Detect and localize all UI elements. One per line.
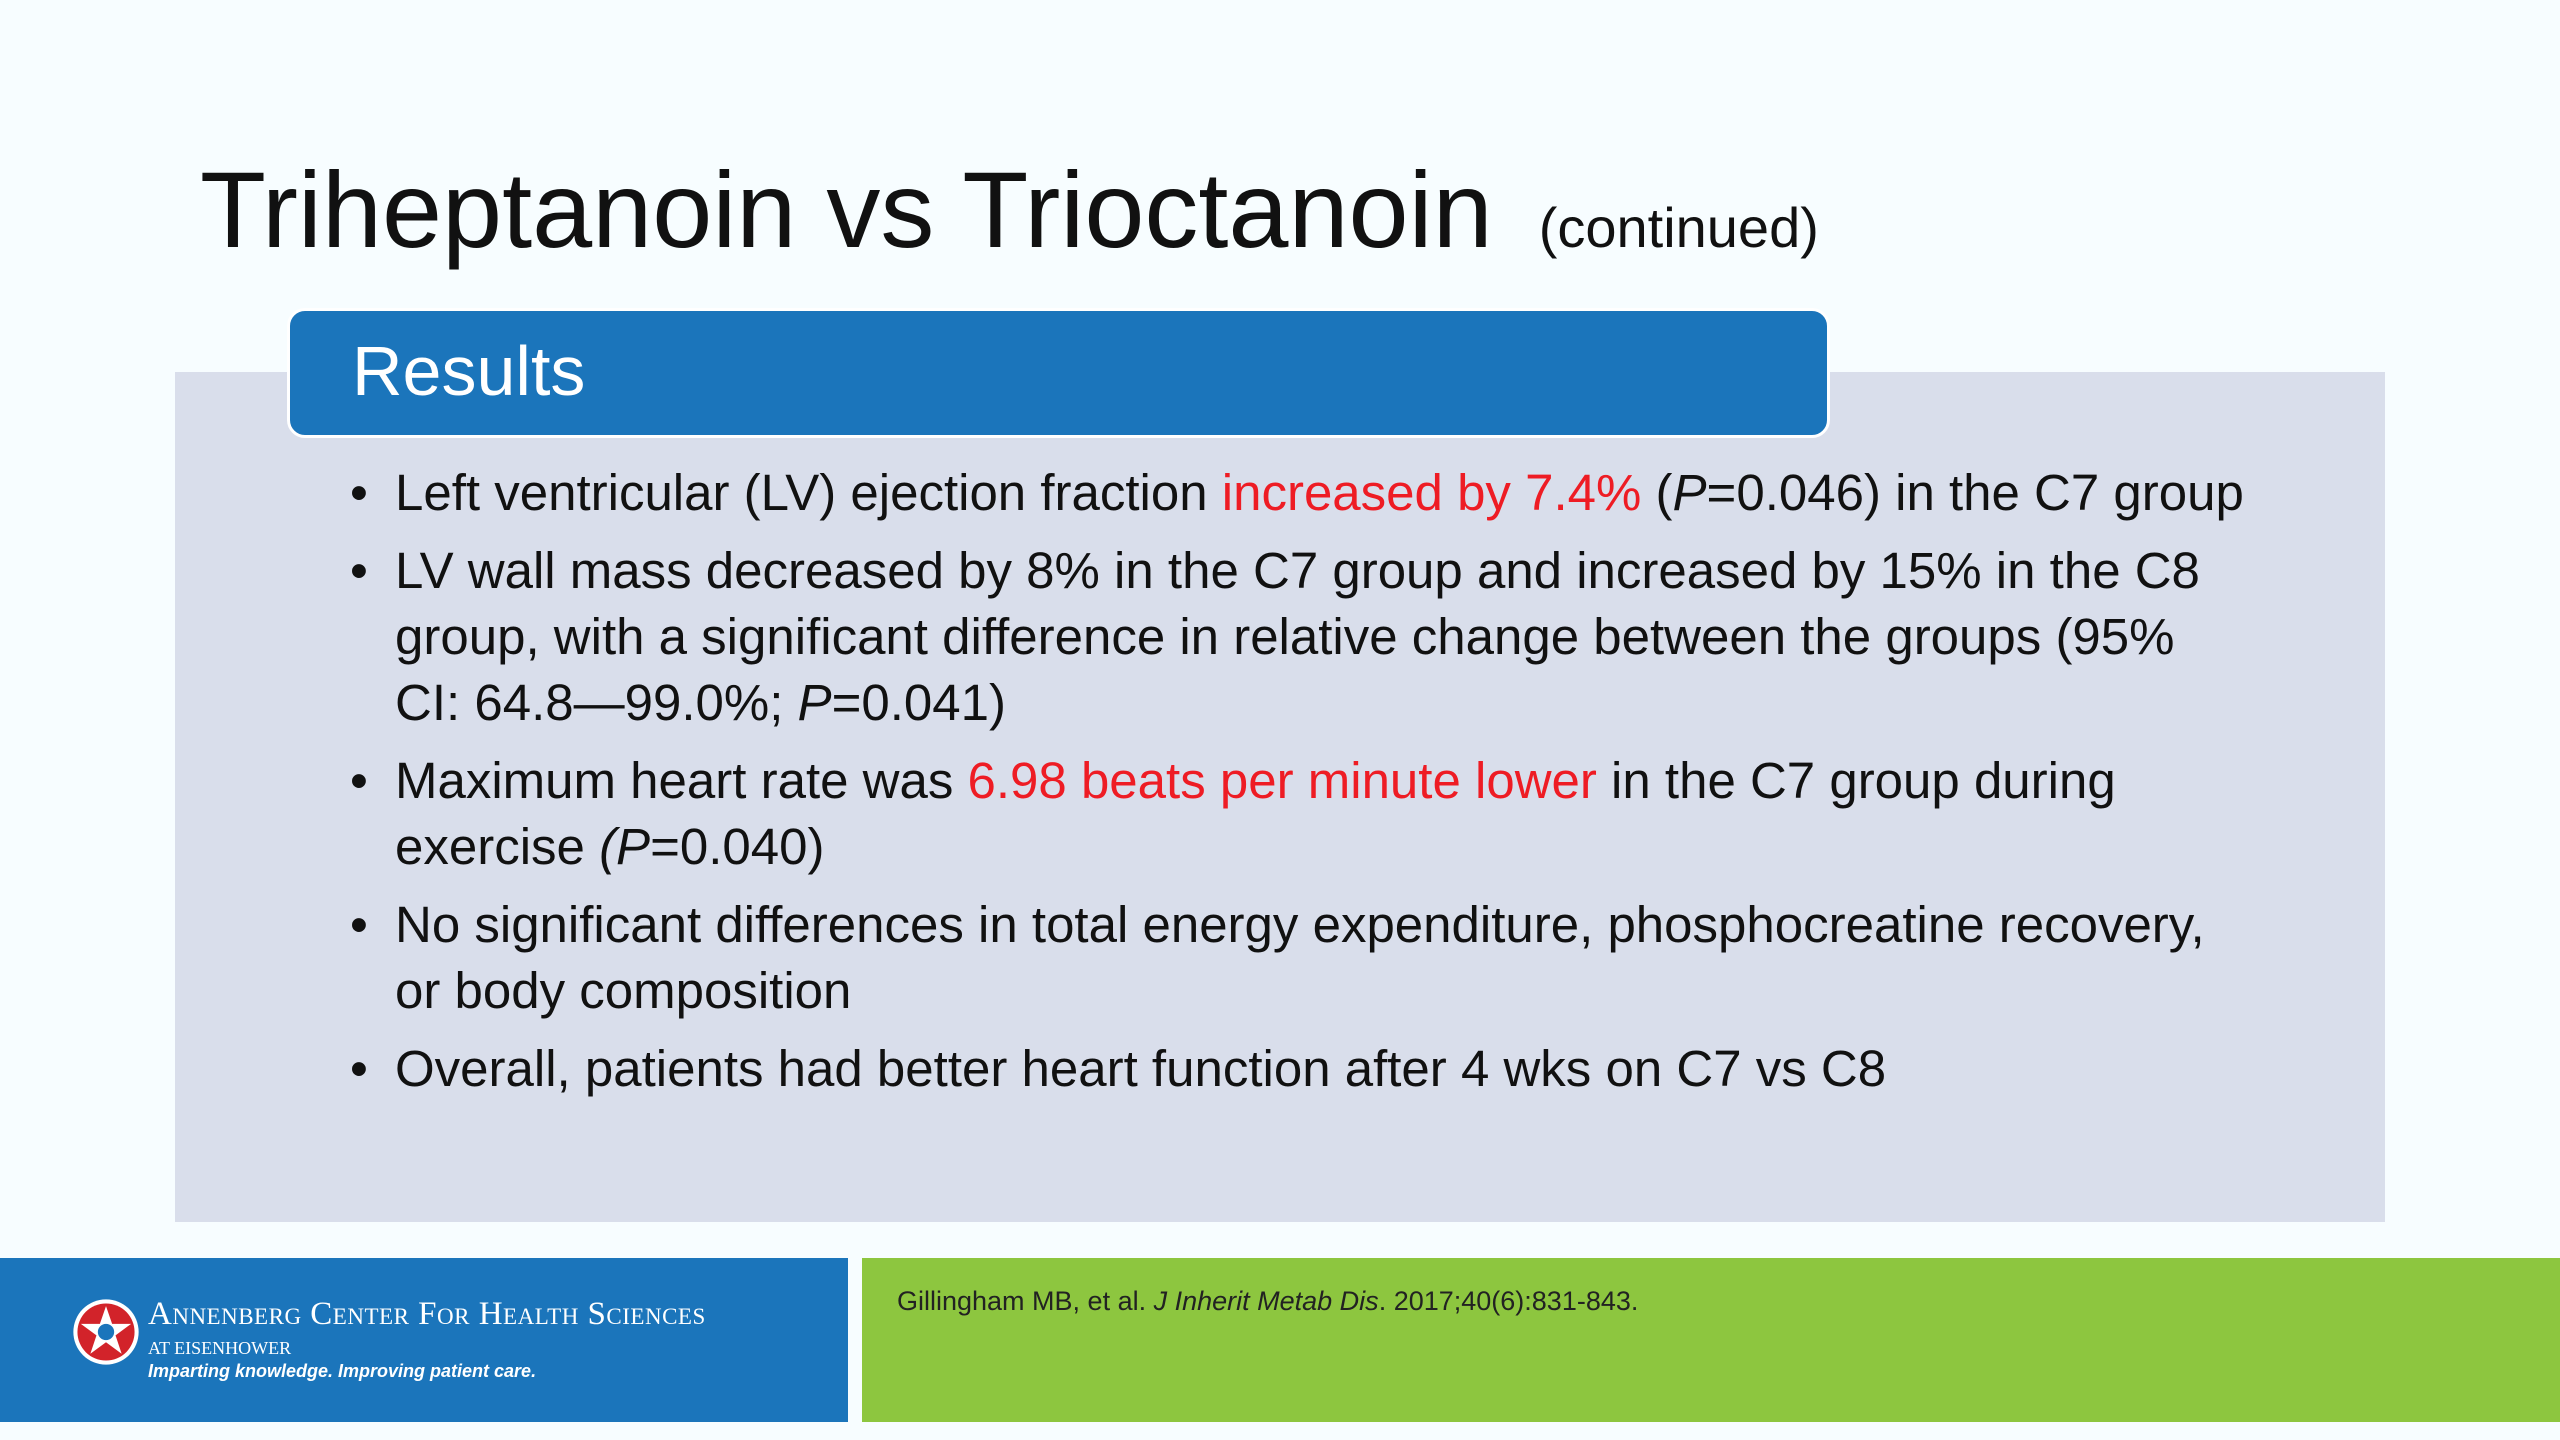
bullet-highlight: increased by 7.4% [1221,464,1642,521]
bullet-item: • LV wall mass decreased by 8% in the C7… [350,538,2250,736]
bullet-text: =0.046) in the C7 group [1706,464,2244,521]
bullet-text: Maximum heart rate was [395,752,968,809]
bullet-item: • Maximum heart rate was 6.98 beats per … [350,748,2250,880]
bullet-marker: • [350,896,368,953]
bullet-marker: • [350,752,368,809]
org-tagline: Imparting knowledge. Improving patient c… [148,1361,537,1381]
citation: Gillingham MB, et al. J Inherit Metab Di… [897,1286,1638,1317]
bullet-marker: • [350,542,368,599]
org-location: AT EISENHOWER [148,1338,292,1358]
bullet-text: Overall, patients had better heart funct… [395,1040,1887,1097]
p-value-symbol: P [1672,464,1707,521]
bullet-text: Left ventricular (LV) ejection fraction [395,464,1222,521]
bullet-item: • Overall, patients had better heart fun… [350,1036,2250,1102]
star-logo-icon [73,1299,139,1365]
p-value-symbol: P [797,674,832,731]
citation-details: . 2017;40(6):831-843. [1378,1286,1639,1316]
bullet-text: LV wall mass decreased by 8% in the C7 g… [395,542,2200,731]
bullet-text: =0.040) [650,818,825,875]
results-header: Results [287,308,1830,438]
bullet-text: in the C7 group during exercise [395,752,2116,875]
citation-authors: Gillingham MB, et al. [897,1286,1154,1316]
bullet-marker: • [350,1040,368,1097]
bullet-marker: • [350,464,368,521]
bullet-highlight: 6.98 beats per minute lower [967,752,1597,809]
results-header-label: Results [352,332,586,410]
bullet-text: No significant differences in total ener… [395,896,2205,1019]
slide-title-main: Triheptanoin vs Trioctanoin [200,149,1493,270]
bullet-item: • Left ventricular (LV) ejection fractio… [350,460,2250,526]
slide-title-suffix: (continued) [1538,196,1819,259]
org-name: Annenberg Center For Health Sciences [148,1296,706,1332]
results-content-box [175,372,2385,1222]
footer-citation-panel: Gillingham MB, et al. J Inherit Metab Di… [862,1258,2560,1422]
citation-journal: J Inherit Metab Dis [1153,1286,1379,1316]
p-value-symbol: (P [599,818,651,875]
bullet-item: • No significant differences in total en… [350,892,2250,1024]
results-bullet-list: • Left ventricular (LV) ejection fractio… [350,460,2250,1114]
bullet-text: =0.041) [831,674,1006,731]
slide-title: Triheptanoin vs Trioctanoin (continued) [200,145,1819,275]
bullet-text: ( [1641,464,1673,521]
footer-logo-panel: Annenberg Center For Health Sciences AT … [0,1258,848,1422]
